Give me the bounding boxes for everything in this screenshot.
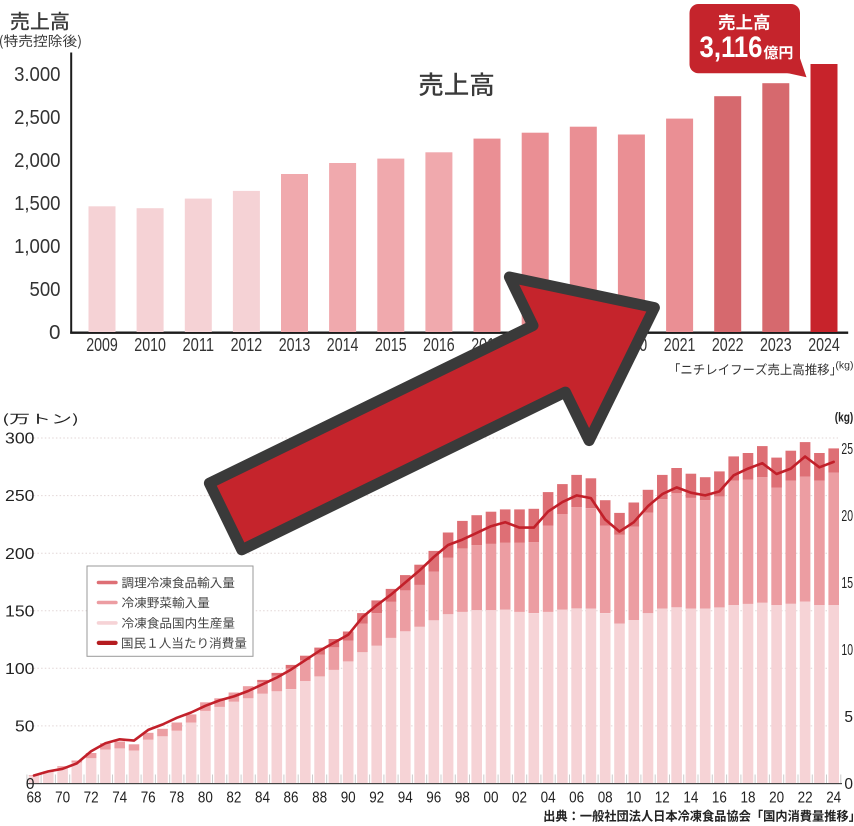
svg-text:2013: 2013 — [279, 334, 311, 355]
svg-text:18: 18 — [741, 790, 756, 807]
svg-text:92: 92 — [369, 790, 384, 807]
svg-text:50: 50 — [15, 719, 35, 736]
svg-text:80: 80 — [198, 790, 213, 807]
svg-text:20: 20 — [769, 790, 784, 807]
svg-text:82: 82 — [226, 790, 241, 807]
svg-text:2016: 2016 — [423, 334, 455, 355]
svg-text:84: 84 — [255, 790, 270, 807]
svg-text:2,500: 2,500 — [14, 106, 60, 129]
svg-text:68: 68 — [27, 790, 42, 807]
svg-text:25: 25 — [841, 441, 853, 458]
svg-text:2012: 2012 — [231, 334, 263, 355]
svg-text:100: 100 — [5, 661, 35, 678]
svg-text:10: 10 — [626, 790, 641, 807]
svg-text:98: 98 — [455, 790, 470, 807]
svg-text:14: 14 — [683, 790, 698, 807]
svg-text:2024: 2024 — [808, 334, 840, 355]
svg-text:3,116: 3,116 — [700, 31, 763, 64]
svg-text:3.000: 3.000 — [14, 63, 60, 86]
svg-text:1,000: 1,000 — [14, 235, 60, 258]
svg-text:70: 70 — [55, 790, 70, 807]
svg-text:90: 90 — [341, 790, 356, 807]
svg-text:76: 76 — [141, 790, 156, 807]
svg-text:24: 24 — [826, 790, 841, 807]
svg-text:2010: 2010 — [134, 334, 166, 355]
svg-text:2,000: 2,000 — [14, 149, 60, 172]
svg-text:500: 500 — [30, 278, 61, 301]
svg-text:300: 300 — [5, 431, 35, 448]
svg-text:86: 86 — [284, 790, 299, 807]
svg-text:2023: 2023 — [760, 334, 792, 355]
svg-text:12: 12 — [655, 790, 670, 807]
svg-text:0: 0 — [844, 776, 853, 793]
svg-text:1,500: 1,500 — [14, 192, 60, 215]
svg-text:0: 0 — [26, 776, 35, 793]
svg-text:78: 78 — [169, 790, 184, 807]
svg-text:20: 20 — [841, 508, 853, 525]
svg-text:(kg): (kg) — [835, 411, 854, 425]
svg-text:150: 150 — [5, 603, 35, 620]
svg-text:08: 08 — [598, 790, 613, 807]
svg-text:96: 96 — [426, 790, 441, 807]
svg-text:2015: 2015 — [375, 334, 407, 355]
svg-text:72: 72 — [84, 790, 99, 807]
svg-text:2014: 2014 — [327, 334, 359, 355]
svg-text:5: 5 — [844, 709, 853, 726]
svg-text:16: 16 — [712, 790, 727, 807]
svg-text:2011: 2011 — [183, 334, 215, 355]
svg-text:74: 74 — [112, 790, 127, 807]
svg-text:00: 00 — [484, 790, 499, 807]
svg-text:15: 15 — [841, 575, 853, 592]
svg-text:(kg): (kg) — [835, 360, 853, 372]
svg-text:22: 22 — [798, 790, 813, 807]
svg-text:200: 200 — [5, 546, 35, 563]
svg-text:0: 0 — [49, 321, 60, 344]
svg-text:2022: 2022 — [712, 334, 744, 355]
svg-text:04: 04 — [541, 790, 556, 807]
svg-text:88: 88 — [312, 790, 327, 807]
svg-text:02: 02 — [512, 790, 527, 807]
svg-text:94: 94 — [398, 790, 413, 807]
svg-text:2009: 2009 — [86, 334, 118, 355]
svg-text:250: 250 — [5, 488, 35, 505]
svg-text:10: 10 — [841, 642, 853, 659]
svg-text:06: 06 — [569, 790, 584, 807]
svg-text:2021: 2021 — [664, 334, 696, 355]
